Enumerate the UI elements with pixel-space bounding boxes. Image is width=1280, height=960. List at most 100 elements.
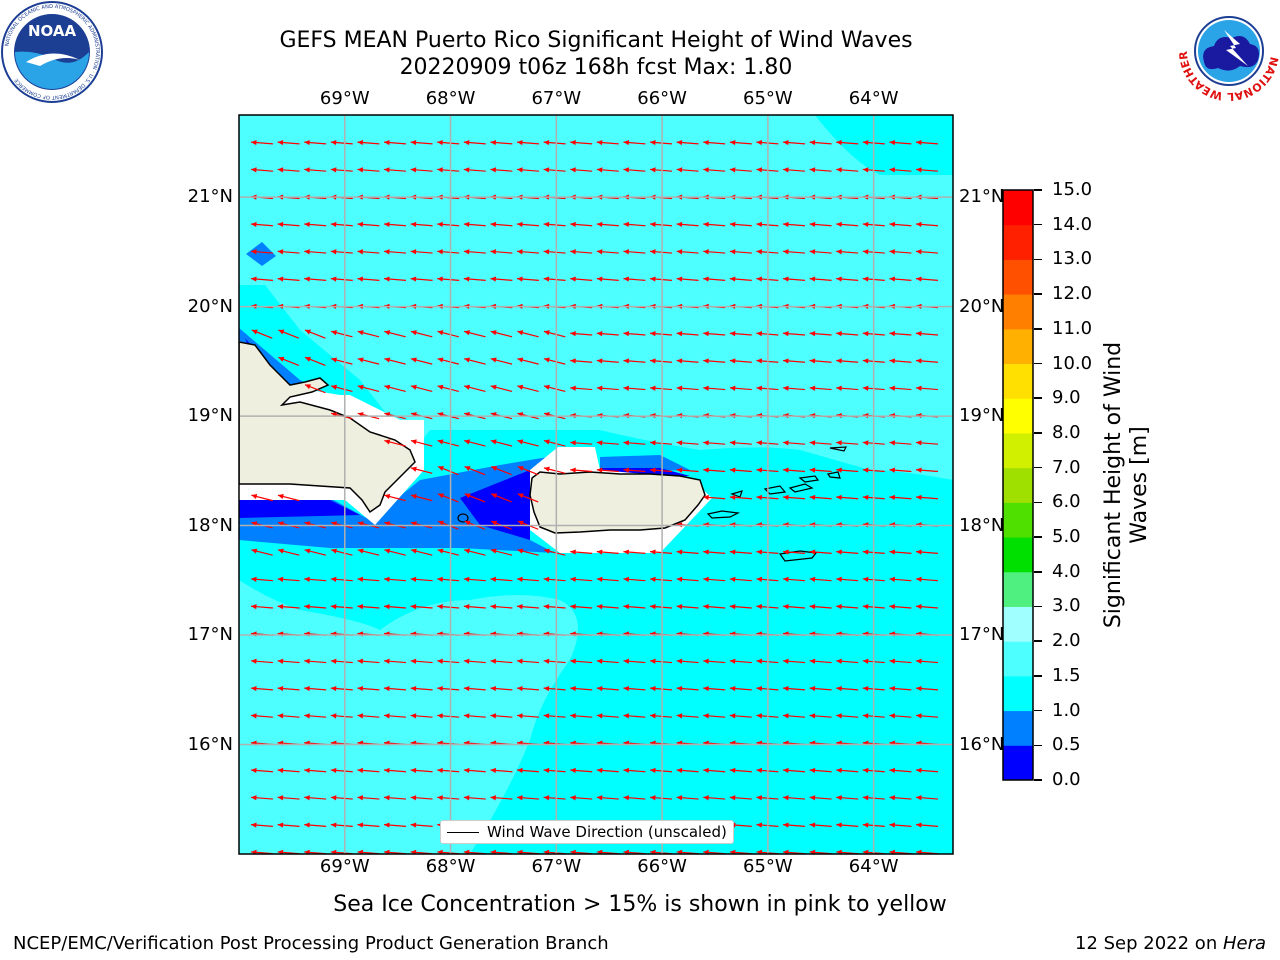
colorbar-tick <box>1034 709 1042 712</box>
wave-direction-arrowhead <box>277 795 284 801</box>
wave-direction-arrowhead <box>570 795 576 801</box>
wave-direction-arrowhead <box>543 604 550 610</box>
virgin-gorda-island <box>827 471 841 479</box>
wave-direction-arrowhead <box>676 549 683 555</box>
wave-direction-arrowhead <box>517 493 524 499</box>
wave-direction-arrowhead <box>729 440 736 446</box>
wave-direction-arrowhead <box>570 658 576 664</box>
wave-direction-arrowhead <box>357 249 364 255</box>
graticule <box>239 115 953 854</box>
wave-direction-arrowhead <box>357 548 364 554</box>
wave-direction-arrowhead <box>543 795 550 801</box>
wave-direction-arrowhead <box>517 604 523 610</box>
wave-direction-arrowhead <box>809 576 816 582</box>
lon-tick-label-top: 65°W <box>743 88 793 109</box>
wave-direction-arrowhead <box>623 576 630 582</box>
wave-direction-arrowhead <box>650 685 656 692</box>
colorbar-tick-label: 2.0 <box>1052 630 1081 652</box>
wave-direction-arrowhead <box>916 549 922 555</box>
wave-direction-arrowhead <box>809 139 816 146</box>
wave-direction-arrowhead <box>703 249 709 255</box>
colorbar-tick-label: 3.0 <box>1052 595 1081 617</box>
wave-direction-arrowhead <box>836 604 842 610</box>
wave-direction-arrowhead <box>490 384 497 390</box>
wave-direction-arrowhead <box>251 658 257 664</box>
wave-direction-arrowhead <box>490 249 497 255</box>
wave-direction-arrowhead <box>463 576 470 582</box>
wave-direction-arrowhead <box>596 331 603 337</box>
wave-direction-arrowhead <box>916 167 922 173</box>
wave-direction-arrowhead <box>490 167 497 173</box>
wave-direction-arrowhead <box>889 467 896 473</box>
colorbar-segment <box>1003 224 1033 260</box>
wave-direction-arrowhead <box>889 849 896 854</box>
wave-direction-arrowhead <box>410 576 417 582</box>
wave-direction-arrowhead <box>277 493 284 500</box>
wave-direction-arrowhead <box>623 331 630 337</box>
wave-direction-arrowhead <box>836 822 842 828</box>
lat-tick-label-right: 18°N <box>959 514 1005 536</box>
wave-direction-arrowhead <box>783 849 789 854</box>
vieques-island <box>706 510 741 519</box>
wave-direction-arrowhead <box>676 358 683 364</box>
wave-direction-arrowhead <box>490 357 497 363</box>
colorbar-tick <box>1034 397 1042 399</box>
wave-direction-arrowhead <box>809 358 816 364</box>
wave-direction-arrowhead <box>357 221 364 228</box>
wave-direction-arrowhead <box>650 276 656 282</box>
wave-direction-arrowhead <box>357 822 364 828</box>
wave-direction-arrowhead <box>304 685 310 692</box>
st-croix-island <box>778 550 818 562</box>
wave-direction-arrowhead <box>916 331 922 337</box>
lon-tick-label-bottom: 66°W <box>637 856 687 877</box>
wave-direction-arrowhead <box>251 329 258 335</box>
wave-direction-arrowhead <box>916 139 922 146</box>
wave-direction-arrowhead <box>729 576 736 582</box>
wave-direction-arrowhead <box>676 331 683 337</box>
wave-direction-arrowhead <box>809 795 816 801</box>
wave-direction-arrowhead <box>809 549 816 555</box>
wave-direction-arrowhead <box>783 713 789 719</box>
wave-direction-arrowhead <box>543 384 550 390</box>
wave-direction-arrowhead <box>889 139 896 146</box>
wave-direction-arrowhead <box>889 440 896 446</box>
vector-legend: Wind Wave Direction (unscaled) <box>440 820 734 844</box>
wave-direction-arrowhead <box>783 221 789 228</box>
wave-direction-arrowhead <box>650 549 656 555</box>
wave-direction-arrowhead <box>836 467 842 473</box>
wave-direction-arrowhead <box>304 276 310 282</box>
wave-direction-arrowhead <box>410 604 417 610</box>
wave-direction-arrowhead <box>783 604 789 610</box>
wave-direction-arrowhead <box>490 576 497 582</box>
wave-direction-arrowhead <box>304 576 310 582</box>
wave-direction-arrowhead <box>650 658 656 664</box>
colorbar-segment <box>1003 259 1033 295</box>
wave-direction-arrowhead <box>491 520 498 526</box>
wave-direction-arrowhead <box>676 249 683 255</box>
wave-direction-arrowhead <box>916 440 922 446</box>
colorbar-tick-label: 0.5 <box>1052 734 1081 756</box>
wave-direction-arrowhead <box>437 357 444 363</box>
wave-direction-arrowhead <box>570 331 576 337</box>
wave-direction-arrowhead <box>410 276 417 282</box>
wave-direction-arrowhead <box>543 548 550 554</box>
wave-direction-arrowhead <box>517 330 524 336</box>
wave-direction-arrowhead <box>491 466 498 471</box>
wave-direction-arrowhead <box>623 549 630 555</box>
colorbar-tick <box>1034 605 1042 608</box>
wave-direction-arrowhead <box>490 276 497 282</box>
wave-direction-arrowhead <box>862 494 869 501</box>
wave-direction-arrowhead <box>703 440 709 446</box>
wave-direction-arrowhead <box>251 493 258 500</box>
wave-direction-arrowhead <box>889 167 896 173</box>
colorbar-tick <box>1034 432 1042 434</box>
wave-direction-arrowhead <box>676 685 683 692</box>
wave-direction-arrowhead <box>463 604 470 610</box>
wave-direction-arrowhead <box>809 658 816 664</box>
wave-direction-arrowhead <box>570 604 576 610</box>
wave-direction-arrowhead <box>729 685 736 692</box>
wave-direction-arrowhead <box>703 331 709 337</box>
wave-direction-arrowhead <box>490 849 497 854</box>
wave-direction-arrowhead <box>330 221 337 228</box>
colorbar-tick-label: 1.5 <box>1052 664 1081 686</box>
